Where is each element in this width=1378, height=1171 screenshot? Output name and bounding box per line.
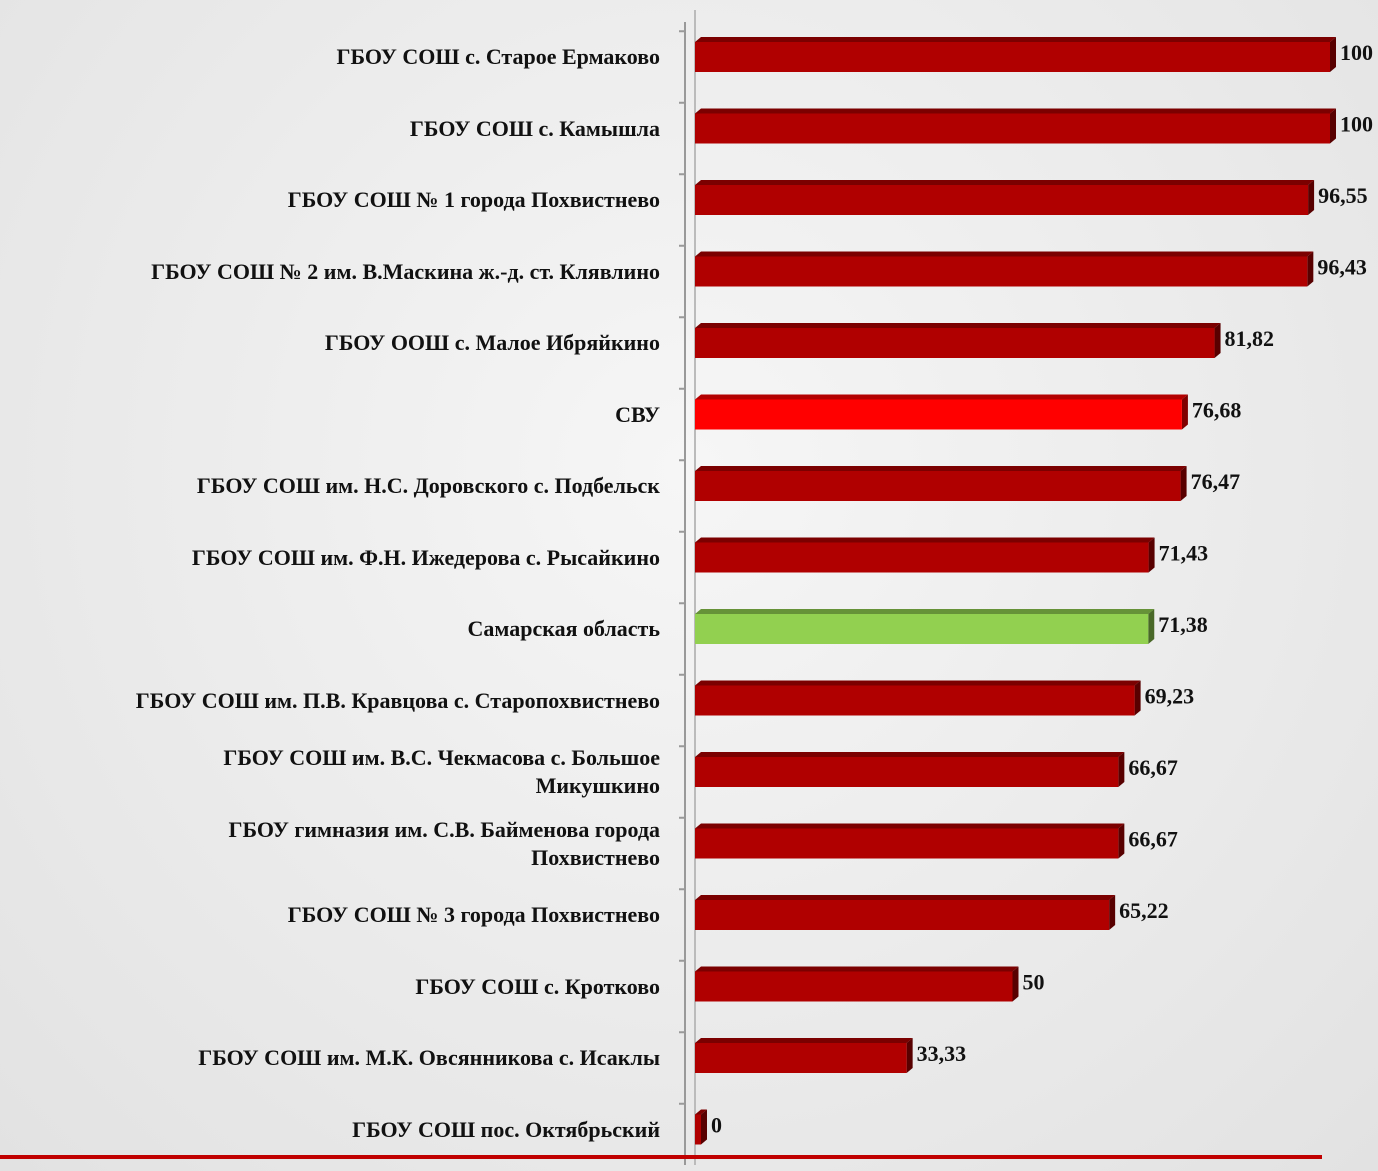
category-label: ГБОУ СОШ № 1 города Похвистнево <box>287 187 660 212</box>
value-label: 66,67 <box>1128 827 1178 852</box>
bar-side <box>1330 108 1336 144</box>
bar-side <box>1109 895 1116 930</box>
bar-side <box>1181 394 1188 430</box>
bar-top <box>695 394 1188 400</box>
value-label: 96,55 <box>1318 183 1368 208</box>
category-label: Самарская область <box>467 616 660 641</box>
bar <box>695 399 1182 430</box>
value-label: 81,82 <box>1225 326 1275 351</box>
category-label: СВУ <box>615 401 660 427</box>
bar-side <box>1307 251 1314 287</box>
bar-top <box>695 966 1019 972</box>
bar <box>695 1043 907 1073</box>
bar-top <box>695 108 1336 114</box>
value-label: 33,33 <box>917 1041 967 1066</box>
bar <box>695 185 1309 215</box>
bar-side <box>1330 37 1336 72</box>
bar-side <box>1214 323 1221 358</box>
bar <box>695 1114 701 1145</box>
bar-side <box>906 1038 913 1073</box>
bar-side <box>1118 752 1125 787</box>
bar <box>695 685 1135 716</box>
bar-side <box>1148 537 1155 573</box>
bar-side <box>1012 966 1019 1002</box>
value-label: 66,67 <box>1128 755 1178 780</box>
category-label: ГБОУ СОШ № 3 города Похвистнево <box>287 902 660 927</box>
bar <box>695 256 1308 287</box>
bar-top <box>695 609 1155 614</box>
bar <box>695 757 1119 787</box>
bar-top <box>695 895 1116 900</box>
value-label: 100 <box>1340 112 1373 137</box>
category-label: ГБОУ гимназия им. С.В. Байменова города … <box>228 816 660 870</box>
category-label: ГБОУ СОШ с. Старое Ермаково <box>336 44 661 69</box>
bar <box>695 900 1110 930</box>
value-label: 71,38 <box>1158 612 1208 637</box>
category-label: ГБОУ СОШ им. П.В. Кравцова с. Старопохви… <box>135 687 660 713</box>
bar <box>695 971 1013 1002</box>
bar <box>695 828 1119 859</box>
bar-top <box>695 823 1125 829</box>
value-label: 0 <box>711 1113 722 1138</box>
bar-side <box>1308 180 1315 215</box>
category-label: ГБОУ ООШ с. Малое Ибряйкино <box>324 330 660 355</box>
category-label: ГБОУ СОШ № 2 им. В.Маскина ж.-д. ст. Кля… <box>151 258 660 284</box>
bar-top <box>695 37 1336 42</box>
bar <box>695 113 1330 144</box>
bar-top <box>695 323 1221 328</box>
value-label: 100 <box>1340 40 1373 65</box>
bar-top <box>695 1109 707 1115</box>
bar-top <box>695 537 1155 543</box>
value-label: 76,47 <box>1191 469 1241 494</box>
bar <box>695 42 1330 72</box>
bar-side <box>1180 466 1187 501</box>
bar-top <box>695 752 1125 757</box>
value-label: 96,43 <box>1317 255 1367 280</box>
category-label: ГБОУ СОШ с. Камышла <box>409 115 660 141</box>
bar-side <box>1148 609 1155 644</box>
bar-top <box>695 251 1314 257</box>
bar-top <box>695 180 1315 185</box>
value-label: 69,23 <box>1145 684 1195 709</box>
category-label: ГБОУ СОШ им. В.С. Чекмасова с. Большое М… <box>223 745 660 798</box>
bar <box>695 542 1149 573</box>
category-label: ГБОУ СОШ с. Кротково <box>415 973 660 999</box>
category-label: ГБОУ СОШ им. Ф.Н. Ижедерова с. Рысайкино <box>191 544 660 570</box>
bar <box>695 328 1215 358</box>
bar <box>695 614 1149 644</box>
bar-top <box>695 466 1187 471</box>
category-label: ГБОУ СОШ им. М.К. Овсянникова с. Исаклы <box>198 1045 660 1070</box>
bar <box>695 471 1181 501</box>
bar-side <box>701 1109 707 1145</box>
bar-top <box>695 1038 913 1043</box>
bar-side <box>1118 823 1125 859</box>
bar-top <box>695 680 1141 686</box>
value-label: 50 <box>1023 970 1045 995</box>
footer-line <box>0 1155 1322 1159</box>
value-label: 65,22 <box>1119 898 1169 923</box>
bar-side <box>1134 680 1141 716</box>
value-label: 71,43 <box>1159 541 1209 566</box>
category-label: ГБОУ СОШ им. Н.С. Доровского с. Подбельс… <box>196 473 660 498</box>
value-label: 76,68 <box>1192 398 1242 423</box>
category-label: ГБОУ СОШ пос. Октябрьский <box>352 1116 660 1142</box>
